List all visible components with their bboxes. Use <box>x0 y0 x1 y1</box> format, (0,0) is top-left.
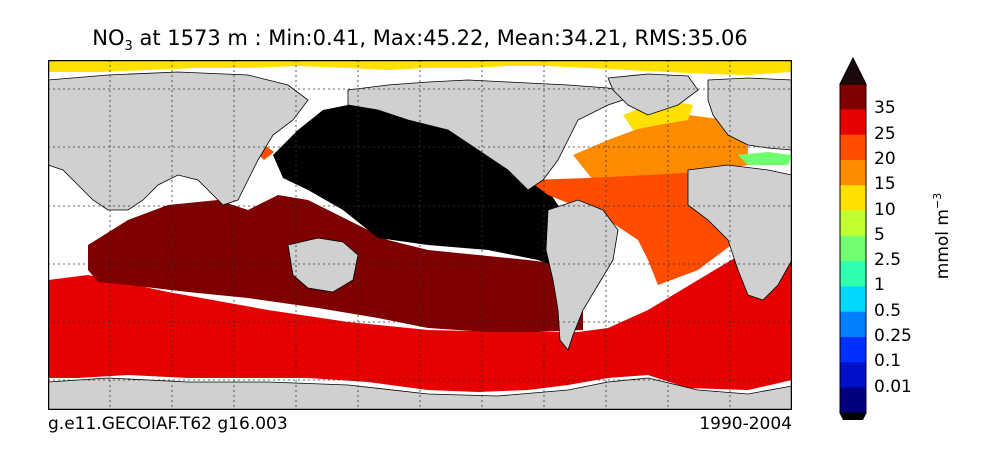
colorbar-tick-label: 0.5 <box>874 300 902 321</box>
experiment-label: g.e11.GECOIAF.T62 g16.003 <box>48 414 288 434</box>
ocean-map <box>48 60 792 410</box>
units-base: mmol m <box>932 209 953 280</box>
land-australia <box>287 237 359 293</box>
north-atlantic-orange-region <box>573 115 748 180</box>
colorbar-segment <box>840 235 866 262</box>
land-masses <box>48 71 792 410</box>
colorbar-tick-label: 5 <box>874 224 885 245</box>
colorbar-segment <box>840 286 866 313</box>
map-svg <box>48 60 792 410</box>
colorbar-segment <box>840 159 866 186</box>
colorbar-segment <box>840 134 866 161</box>
colorbar-svg <box>839 56 867 441</box>
land-north-america <box>347 79 640 191</box>
colorbar-tick-label: 0.01 <box>874 376 912 397</box>
colorbar-segment <box>840 311 866 338</box>
land-greenland <box>607 73 699 116</box>
graticule <box>48 60 792 410</box>
colorbar-tick-label: 1 <box>874 275 885 296</box>
colorbar-tick-label: 20 <box>874 148 896 169</box>
colorbar-segment <box>840 185 866 211</box>
colorbar-segment <box>840 362 866 389</box>
colorbar-segment <box>840 261 866 287</box>
colorbar-tick-label: 35 <box>874 98 896 119</box>
colorbar-tick-label: 0.1 <box>874 351 902 372</box>
colorbar-tick-label: 10 <box>874 199 896 220</box>
colorbar-segment <box>840 210 866 237</box>
colorbar-frame <box>839 83 867 414</box>
colorbar-tick-label: 0.25 <box>874 326 912 346</box>
land-eurasia <box>48 71 309 211</box>
units-exponent: −3 <box>931 192 945 209</box>
black-sea-green-spot <box>738 152 792 165</box>
map-title: NO3 at 1573 m : Min:0.41, Max:45.22, Mea… <box>0 26 840 54</box>
land-europe <box>707 77 792 151</box>
colorbar-tick-label: 2.5 <box>874 250 902 271</box>
colorbar-units-label: mmol m−3 <box>931 193 953 279</box>
time-range-label: 1990-2004 <box>699 414 792 434</box>
colorbar-tick-label: 25 <box>874 123 896 144</box>
arctic-yellow-region <box>48 60 792 75</box>
land-africa <box>687 164 792 301</box>
colorbar-tick-label: 15 <box>874 174 896 195</box>
title-species: NO <box>92 26 125 50</box>
colorbar-top-triangle <box>839 56 867 85</box>
north-atlantic-yellow-region <box>623 100 693 130</box>
colorbar-segment <box>840 109 866 136</box>
land-south-america <box>545 199 619 351</box>
colorbar-segment <box>840 337 866 363</box>
colorbar-segment <box>840 387 866 414</box>
colorbar <box>834 54 874 441</box>
colorbar-bottom-triangle <box>839 412 867 441</box>
title-subscript: 3 <box>124 39 133 55</box>
title-stats: at 1573 m : Min:0.41, Max:45.22, Mean:34… <box>132 26 748 50</box>
map-frame <box>48 60 792 410</box>
colorbar-segment <box>840 84 866 110</box>
